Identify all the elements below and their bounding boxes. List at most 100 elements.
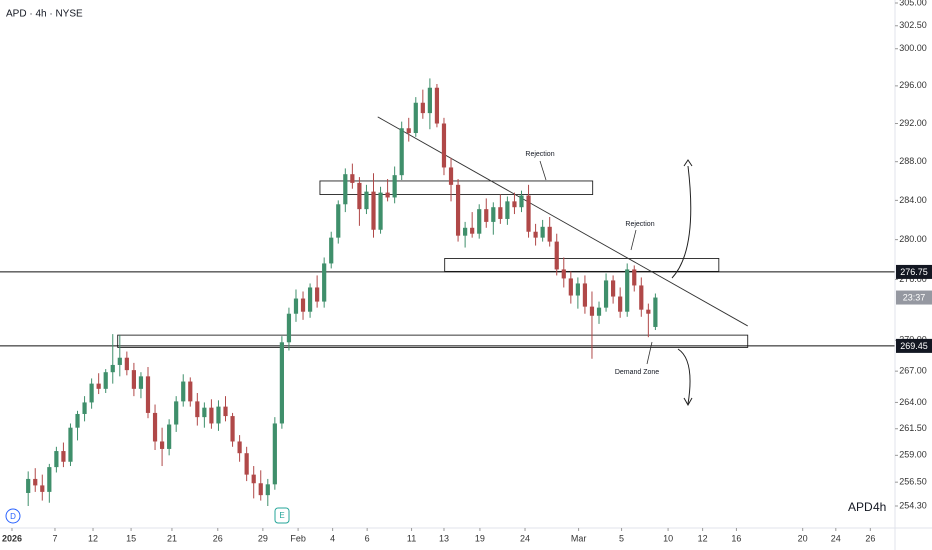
watermark-symbol: APD — [848, 500, 873, 514]
candle-body — [533, 231, 538, 238]
candle-body — [470, 227, 475, 234]
candle-body — [251, 474, 256, 484]
candle-body — [124, 357, 129, 371]
x-tick-label: 5 — [619, 533, 624, 543]
candle-body — [293, 298, 299, 314]
candle-body — [618, 296, 623, 312]
candle-body — [491, 207, 496, 222]
plot-area — [0, 78, 895, 506]
candle-body — [47, 467, 52, 492]
price-label-box — [896, 338, 932, 353]
up-arrow-head — [683, 159, 693, 167]
x-tick-label: 4 — [330, 533, 335, 543]
candle-body — [505, 201, 510, 219]
candle-body — [138, 376, 144, 389]
candle-body — [639, 285, 644, 310]
candle-body — [653, 297, 658, 327]
candle-body — [463, 227, 468, 236]
candle-body — [26, 478, 31, 493]
candle-body — [589, 306, 595, 316]
candle-body — [230, 416, 235, 442]
candle-body — [632, 269, 637, 286]
candle-body — [561, 269, 566, 279]
candle-body — [596, 307, 602, 316]
candle-body — [131, 370, 136, 389]
candle-body — [434, 87, 440, 124]
down-arrow-head — [683, 397, 693, 407]
countdown-box — [896, 290, 932, 305]
candle-body — [343, 174, 348, 205]
candle-body — [441, 123, 447, 168]
candle-body — [484, 209, 489, 222]
x-tick-label: Feb — [290, 533, 306, 543]
candle-body — [385, 192, 390, 198]
candle-body — [195, 401, 200, 418]
candle-body — [554, 241, 559, 270]
x-tick-label: 7 — [52, 533, 57, 543]
y-tick-label: 259.00 — [899, 450, 927, 460]
candle-body — [307, 287, 313, 312]
x-tick-label: 15 — [126, 533, 136, 543]
candle-body — [174, 401, 179, 425]
y-tick-label: 288.00 — [899, 156, 927, 166]
y-tick-label: 280.00 — [899, 234, 927, 244]
symbol-title: APD · 4h · NYSE — [6, 9, 83, 20]
candle-body — [244, 453, 249, 475]
candle-body — [498, 207, 503, 219]
down-arrow — [677, 348, 691, 405]
y-tick-label: 267.00 — [899, 366, 927, 376]
candle-body — [110, 364, 115, 373]
earnings-marker[interactable] — [274, 507, 290, 524]
candle-body — [364, 191, 369, 210]
x-tick-label: 29 — [258, 533, 268, 543]
price-zone — [117, 334, 749, 348]
candle-body — [568, 278, 573, 296]
y-tick-label: 264.00 — [899, 397, 927, 407]
x-tick-label: 12 — [698, 533, 708, 543]
candle-body — [279, 342, 284, 424]
dividend-marker-label[interactable]: D — [10, 512, 16, 521]
candle-body — [603, 280, 609, 308]
x-tick-label: 21 — [167, 533, 177, 543]
candle-body — [300, 298, 306, 312]
y-tick-label: 256.50 — [899, 477, 927, 487]
y-tick-label: 302.50 — [899, 20, 927, 30]
candle-body — [519, 195, 524, 208]
y-tick-label: 300.00 — [899, 43, 927, 53]
x-tick-label: 24 — [831, 533, 841, 543]
candle-body — [54, 451, 59, 468]
x-tick-label: 12 — [88, 533, 98, 543]
watermark-interval: 4h — [873, 500, 886, 514]
candle-body — [477, 209, 482, 234]
candle-body — [68, 427, 73, 462]
up-arrow — [671, 165, 692, 279]
candle-body — [455, 184, 461, 236]
candle-body — [159, 441, 165, 449]
candle-body — [448, 167, 454, 185]
dividend-marker[interactable] — [5, 508, 21, 524]
x-tick-label: 26 — [213, 533, 223, 543]
annotation-pointer — [630, 229, 637, 251]
candle-body — [350, 174, 355, 183]
trendline — [377, 116, 748, 327]
earnings-marker-label[interactable]: E — [279, 511, 284, 520]
candle-body — [315, 287, 320, 302]
candle-body — [357, 182, 362, 210]
candle-body — [427, 87, 432, 114]
x-tick-label: 26 — [865, 533, 875, 543]
candle-body — [413, 102, 418, 134]
candle-body — [547, 226, 552, 242]
annotation-pointer — [646, 341, 653, 365]
x-tick-label: Mar — [571, 533, 587, 543]
annotation: Rejection — [525, 151, 554, 158]
candle-body — [322, 263, 327, 302]
candle-body — [399, 128, 404, 176]
candle-body — [167, 424, 172, 449]
candle-body — [188, 381, 193, 402]
candle-body — [646, 309, 651, 314]
candle-body — [406, 128, 411, 134]
candle-body — [181, 381, 186, 402]
candle-body — [625, 269, 630, 312]
